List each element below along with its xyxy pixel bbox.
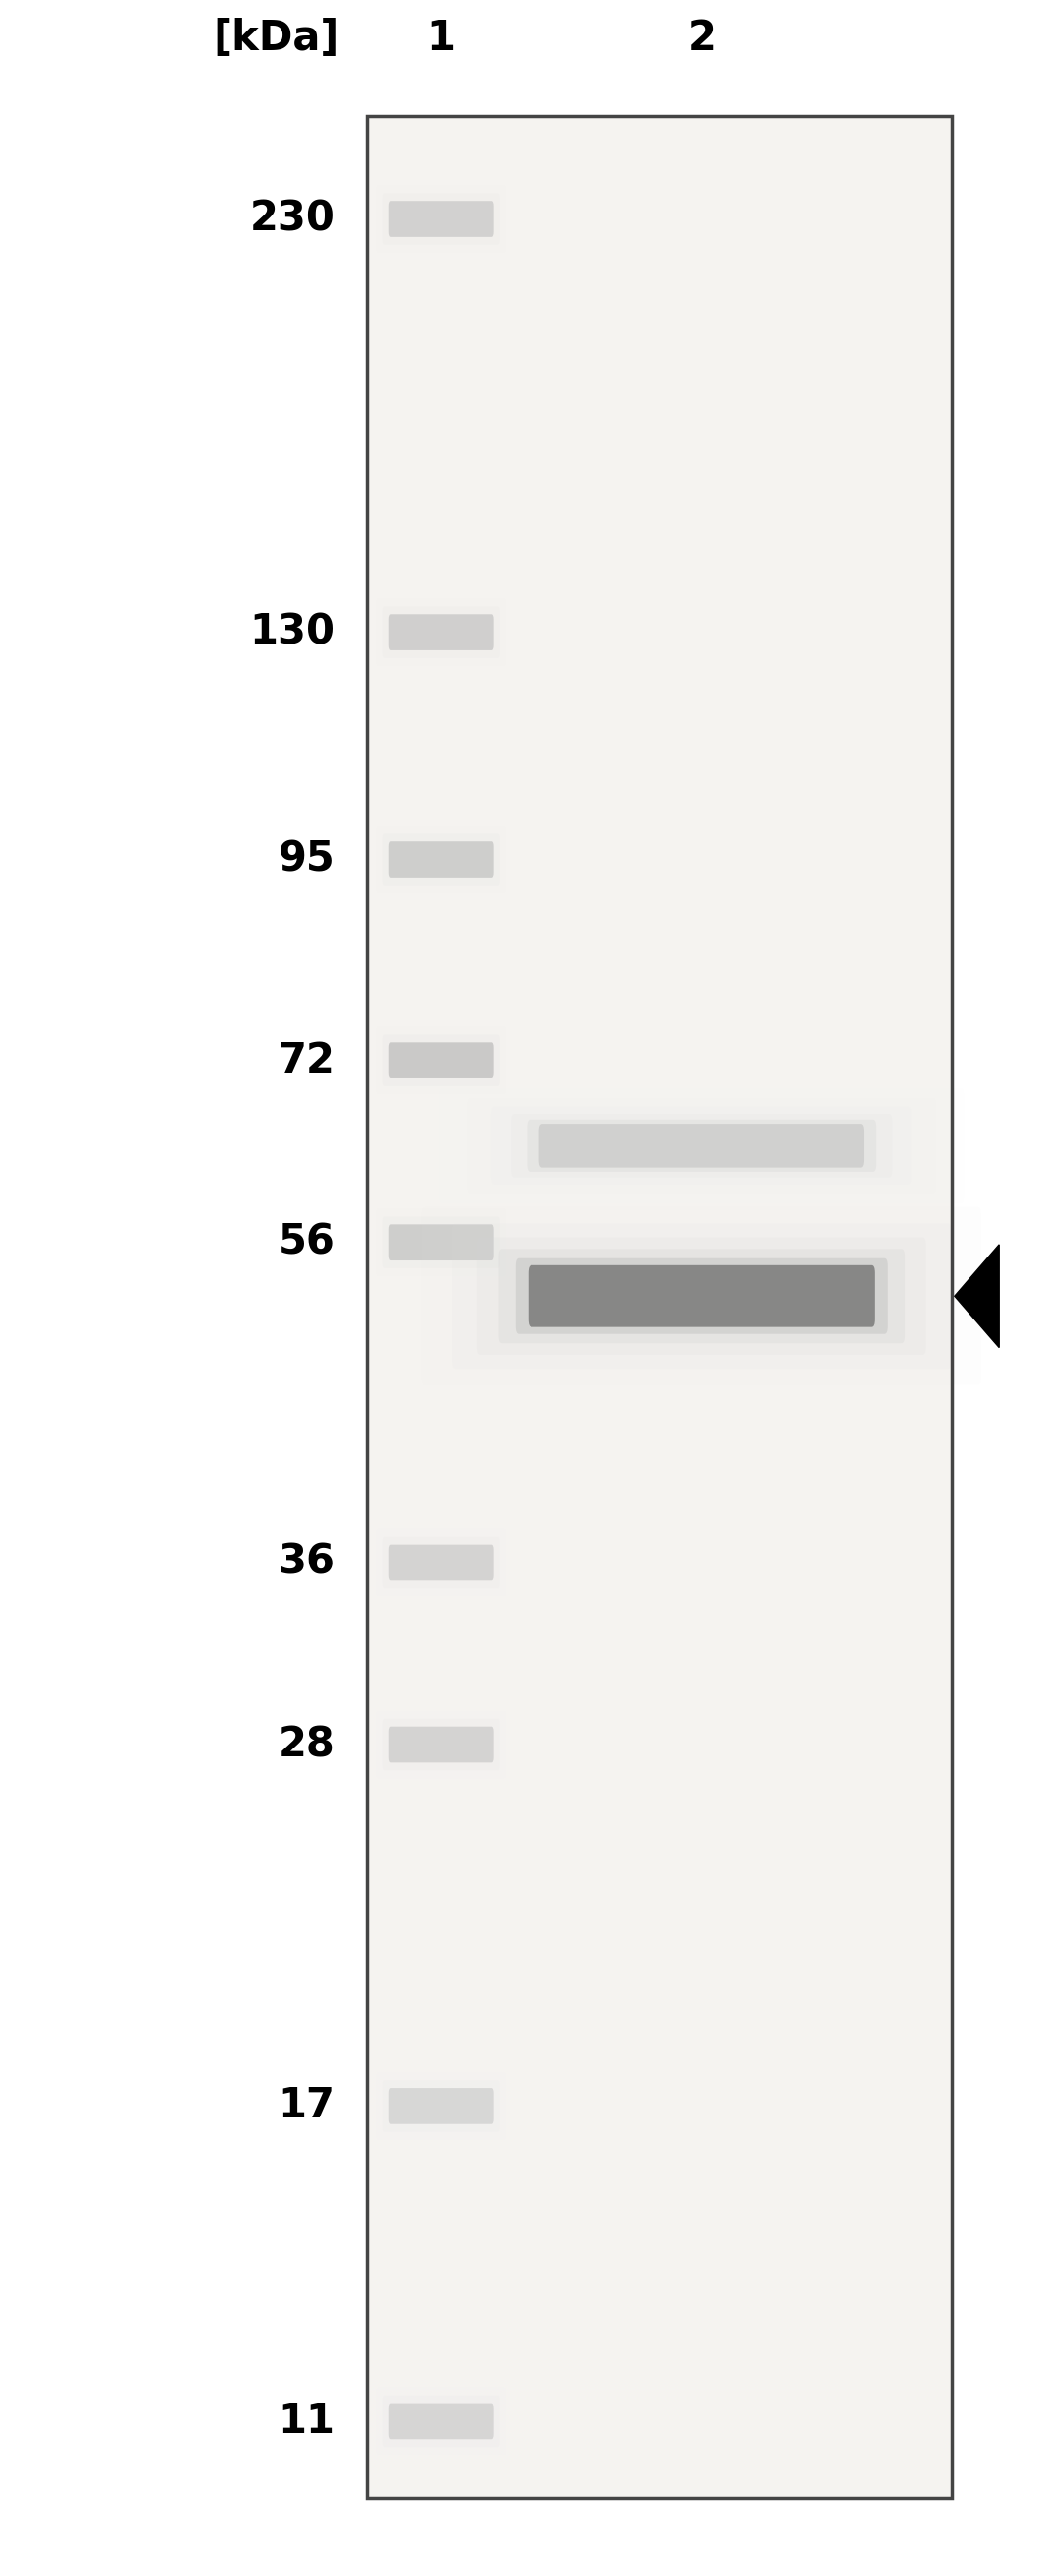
- Text: 230: 230: [250, 198, 335, 240]
- Text: 130: 130: [249, 611, 335, 652]
- FancyBboxPatch shape: [491, 1108, 912, 1185]
- FancyBboxPatch shape: [383, 1538, 500, 1589]
- FancyBboxPatch shape: [376, 1530, 506, 1597]
- Bar: [367, 116, 951, 2499]
- Text: 36: 36: [277, 1543, 335, 1584]
- FancyBboxPatch shape: [389, 1224, 493, 1260]
- Text: 11: 11: [277, 2401, 335, 2442]
- FancyBboxPatch shape: [439, 1090, 964, 1203]
- FancyBboxPatch shape: [368, 817, 514, 904]
- FancyBboxPatch shape: [368, 1198, 514, 1285]
- Text: 28: 28: [277, 1723, 335, 1765]
- Text: 95: 95: [279, 840, 335, 881]
- FancyBboxPatch shape: [376, 1028, 506, 1095]
- FancyBboxPatch shape: [389, 613, 493, 649]
- FancyBboxPatch shape: [383, 835, 500, 886]
- FancyBboxPatch shape: [368, 1520, 514, 1607]
- FancyBboxPatch shape: [389, 1043, 493, 1079]
- FancyBboxPatch shape: [527, 1121, 876, 1172]
- FancyBboxPatch shape: [376, 185, 506, 252]
- FancyBboxPatch shape: [376, 598, 506, 665]
- FancyBboxPatch shape: [376, 827, 506, 894]
- FancyBboxPatch shape: [368, 2063, 514, 2151]
- FancyBboxPatch shape: [368, 175, 514, 263]
- FancyBboxPatch shape: [368, 2378, 514, 2465]
- FancyBboxPatch shape: [383, 605, 500, 657]
- FancyBboxPatch shape: [376, 2074, 506, 2141]
- FancyBboxPatch shape: [422, 1208, 981, 1386]
- FancyBboxPatch shape: [376, 1208, 506, 1275]
- Text: 72: 72: [277, 1041, 335, 1082]
- FancyBboxPatch shape: [383, 1718, 500, 1770]
- FancyBboxPatch shape: [389, 1726, 493, 1762]
- Polygon shape: [955, 1244, 999, 1347]
- Text: 56: 56: [277, 1221, 335, 1262]
- Text: 17: 17: [277, 2087, 335, 2128]
- FancyBboxPatch shape: [383, 2396, 500, 2447]
- FancyBboxPatch shape: [383, 1216, 500, 1267]
- FancyBboxPatch shape: [499, 1249, 905, 1342]
- Text: 2: 2: [688, 18, 715, 59]
- FancyBboxPatch shape: [376, 1710, 506, 1777]
- FancyBboxPatch shape: [383, 193, 500, 245]
- FancyBboxPatch shape: [477, 1236, 926, 1355]
- FancyBboxPatch shape: [528, 1265, 875, 1327]
- FancyBboxPatch shape: [389, 2403, 493, 2439]
- FancyBboxPatch shape: [376, 2388, 506, 2455]
- FancyBboxPatch shape: [516, 1257, 888, 1334]
- FancyBboxPatch shape: [383, 1036, 500, 1087]
- FancyBboxPatch shape: [368, 1018, 514, 1105]
- Bar: [367, 116, 951, 2499]
- FancyBboxPatch shape: [468, 1097, 937, 1193]
- FancyBboxPatch shape: [389, 842, 493, 878]
- FancyBboxPatch shape: [368, 1700, 514, 1788]
- Text: 1: 1: [427, 18, 455, 59]
- FancyBboxPatch shape: [389, 201, 493, 237]
- FancyBboxPatch shape: [539, 1123, 864, 1167]
- FancyBboxPatch shape: [389, 1546, 493, 1582]
- FancyBboxPatch shape: [452, 1224, 951, 1368]
- FancyBboxPatch shape: [383, 2081, 500, 2133]
- FancyBboxPatch shape: [511, 1113, 892, 1177]
- Text: [kDa]: [kDa]: [213, 18, 339, 59]
- FancyBboxPatch shape: [368, 587, 514, 675]
- FancyBboxPatch shape: [389, 2089, 493, 2125]
